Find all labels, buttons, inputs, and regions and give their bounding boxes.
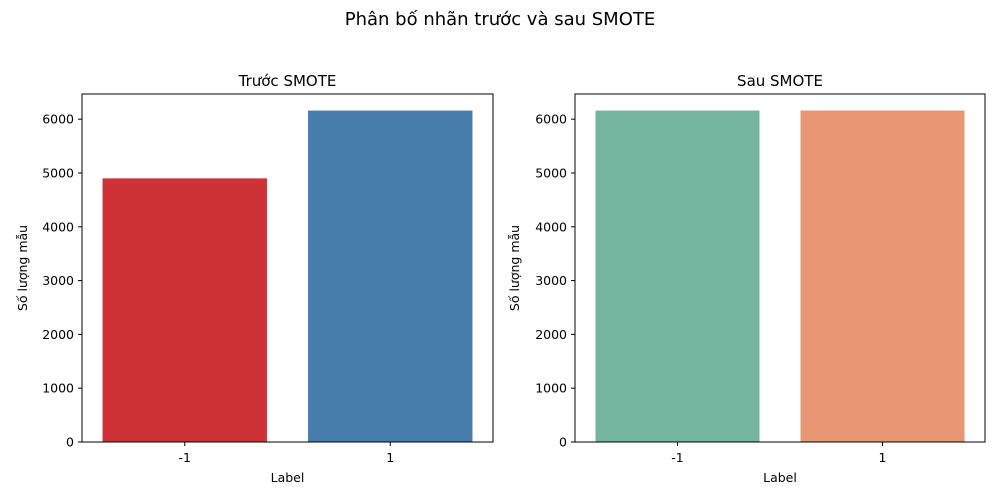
bar-1 xyxy=(308,110,473,443)
axes-frame xyxy=(574,93,986,443)
bar--1 xyxy=(102,178,267,442)
y-tick-label: 4000 xyxy=(535,219,567,234)
chart-before-smote: Trước SMOTE 0 1000 2000 3000 4000 5000 6000 -1… xyxy=(15,72,494,485)
x-axis-label: Label xyxy=(271,470,305,485)
y-tick-label: 1000 xyxy=(535,381,567,396)
bar-group xyxy=(595,110,965,443)
x-axis-ticks: -1 1 xyxy=(671,442,886,465)
x-axis-label: Label xyxy=(763,470,797,485)
y-axis-label: Số lượng mẫu xyxy=(507,225,522,311)
chart-title: Sau SMOTE xyxy=(737,72,823,90)
x-axis-ticks: -1 1 xyxy=(179,442,394,465)
y-tick-label: 5000 xyxy=(42,165,74,180)
y-axis-ticks: 0 1000 2000 3000 4000 5000 6000 xyxy=(535,112,575,450)
bar-1 xyxy=(800,110,965,443)
y-tick-label: 1000 xyxy=(42,381,74,396)
x-tick-label: -1 xyxy=(179,450,191,465)
y-tick-label: 3000 xyxy=(535,273,567,288)
x-tick-label: 1 xyxy=(386,450,394,465)
y-axis-ticks: 0 1000 2000 3000 4000 5000 6000 xyxy=(42,112,82,450)
y-tick-label: 4000 xyxy=(42,219,74,234)
figure-suptitle: Phân bố nhãn trước và sau SMOTE xyxy=(345,9,656,30)
bar--1 xyxy=(595,110,760,443)
y-tick-label: 2000 xyxy=(535,327,567,342)
y-axis-label: Số lượng mẫu xyxy=(15,225,30,311)
axes-frame xyxy=(81,93,494,443)
y-tick-label: 6000 xyxy=(42,112,74,127)
y-tick-label: 0 xyxy=(66,435,74,450)
x-tick-label: -1 xyxy=(671,450,683,465)
chart-title: Trước SMOTE xyxy=(238,72,337,90)
y-tick-label: 3000 xyxy=(42,273,74,288)
y-tick-label: 0 xyxy=(559,435,567,450)
bar-group xyxy=(102,110,473,443)
y-tick-label: 6000 xyxy=(535,112,567,127)
x-tick-label: 1 xyxy=(879,450,887,465)
y-tick-label: 5000 xyxy=(535,165,567,180)
y-tick-label: 2000 xyxy=(42,327,74,342)
